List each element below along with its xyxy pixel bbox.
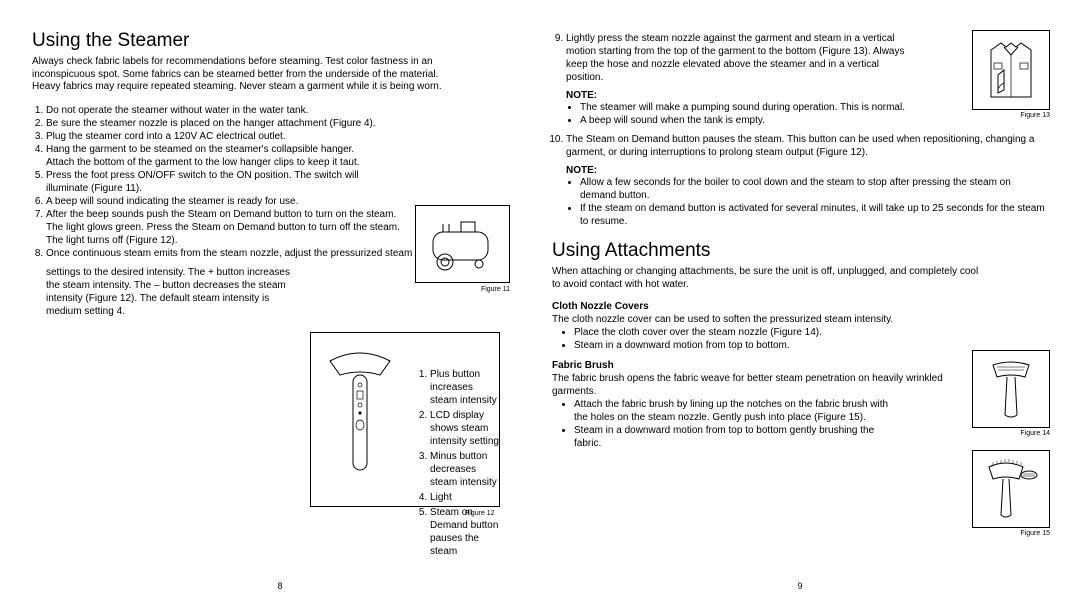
fig12-note-2: LCD display shows steam intensity settin… [430, 409, 499, 448]
step-8: Once continuous steam emits from the ste… [46, 247, 416, 260]
page-9-column: Lightly press the steam nozzle against t… [540, 30, 1060, 599]
brush-bullets: Attach the fabric brush by lining up the… [552, 398, 892, 450]
brush-bullet-1: Attach the fabric brush by lining up the… [574, 398, 892, 424]
page-number-8: 8 [20, 581, 540, 591]
intro-paragraph: Always check fabric labels for recommend… [32, 56, 462, 94]
fig12-note-1: Plus button increases steam intensity [430, 368, 499, 407]
nozzle-handle-icon [325, 343, 395, 493]
note-2-label: NOTE: [552, 165, 1048, 176]
heading-using-attachments: Using Attachments [552, 240, 1048, 262]
step-3: Plug the steamer cord into a 120V AC ele… [46, 130, 528, 143]
figure-14-box [972, 350, 1050, 428]
cloth-bullets: Place the cloth cover over the steam noz… [552, 326, 1048, 352]
step-4: Hang the garment to be steamed on the st… [46, 143, 376, 169]
brush-bullet-2: Steam in a downward motion from top to b… [574, 424, 892, 450]
page-number-9: 9 [540, 581, 1060, 591]
step-5: Press the foot press ON/OFF switch to th… [46, 169, 376, 195]
figure-12-caption: Figure 12 [465, 510, 495, 517]
cloth-nozzle-icon [981, 357, 1041, 422]
cloth-bullet-1: Place the cloth cover over the steam noz… [574, 326, 1048, 339]
attachments-intro: When attaching or changing attachments, … [552, 266, 982, 291]
figure-14-caption: Figure 14 [1020, 430, 1050, 437]
note-2-bullets: Allow a few seconds for the boiler to co… [552, 176, 1048, 228]
page-8-column: Using the Steamer Always check fabric la… [20, 30, 540, 599]
fabric-brush-text: The fabric brush opens the fabric weave … [552, 372, 952, 398]
figure-11-caption: Figure 11 [481, 286, 510, 293]
figure-11-box [415, 205, 510, 283]
note-2-bullet-2: If the steam on demand button is activat… [580, 202, 1048, 228]
heading-using-steamer: Using the Steamer [32, 30, 528, 52]
note-2-bullet-1: Allow a few seconds for the boiler to co… [580, 176, 1048, 202]
step-2: Be sure the steamer nozzle is placed on … [46, 117, 528, 130]
step-9: Lightly press the steam nozzle against t… [566, 32, 906, 84]
cloth-nozzle-heading: Cloth Nozzle Covers [552, 301, 1048, 312]
figure-13-caption: Figure 13 [1020, 112, 1050, 119]
figure-12-box: Plus button increases steam intensity LC… [310, 332, 500, 507]
figure-15-box [972, 450, 1050, 528]
step-7: After the beep sounds push the Steam on … [46, 208, 416, 247]
shirt-steaming-icon [976, 35, 1046, 105]
note-1-bullet-2: A beep will sound when the tank is empty… [580, 114, 1048, 127]
figure-15-caption: Figure 15 [1020, 530, 1050, 537]
step-8-continued: settings to the desired intensity. The +… [32, 266, 302, 318]
step-1: Do not operate the steamer without water… [46, 104, 528, 117]
fig12-note-3: Minus button decreases steam intensity [430, 450, 499, 489]
cloth-nozzle-text: The cloth nozzle cover can be used to so… [552, 313, 922, 326]
note-1-bullet-1: The steamer will make a pumping sound du… [580, 101, 920, 114]
step-10: The Steam on Demand button pauses the st… [566, 133, 1048, 159]
figure-12-annotations: Plus button increases steam intensity LC… [420, 368, 499, 564]
steamer-step-10-list: The Steam on Demand button pauses the st… [552, 133, 1048, 159]
steamer-base-icon [423, 214, 503, 274]
figure-13-box [972, 30, 1050, 110]
fabric-brush-icon [981, 457, 1041, 522]
fig12-note-4: Light [430, 491, 499, 504]
